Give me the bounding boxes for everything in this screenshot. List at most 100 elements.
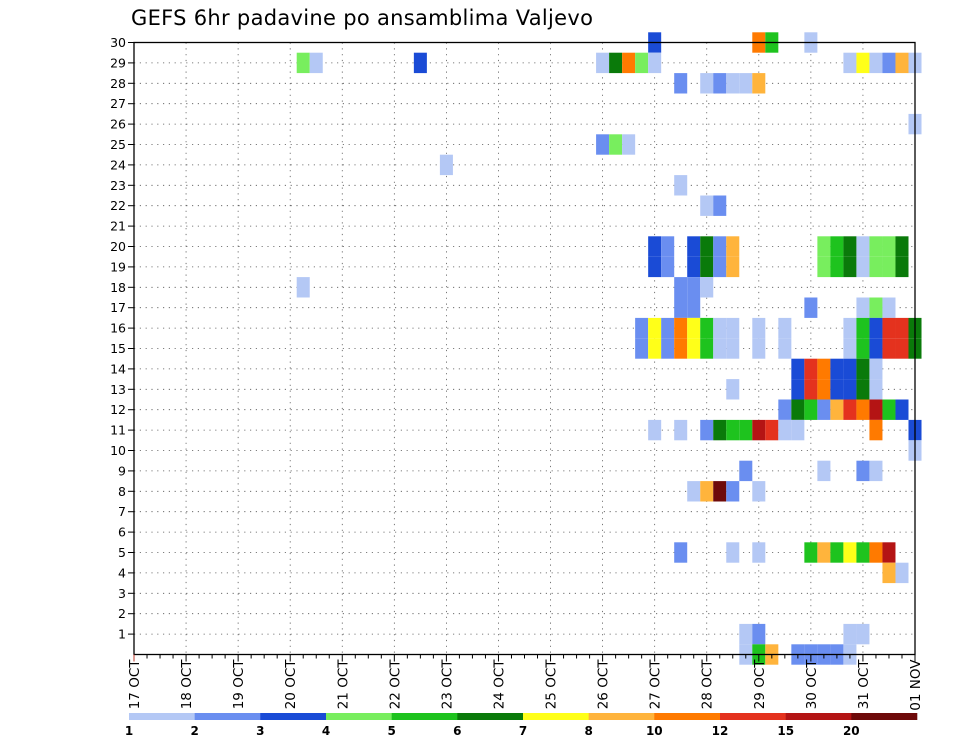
legend-swatch [851,713,918,720]
legend-swatch [523,713,589,720]
heatmap-cell [726,256,740,278]
heatmap-cell [856,297,870,318]
heatmap-cell [869,460,883,482]
y-tick-label: 13 [110,382,126,397]
heatmap-cell [856,358,870,380]
heatmap-cell [882,317,896,339]
heatmap-cell [752,73,766,94]
heatmap-cell [791,358,805,380]
heatmap-cell [596,52,610,74]
heatmap-cell [817,542,831,563]
legend-swatch [785,713,852,720]
y-tick-label: 28 [110,76,126,91]
heatmap-cell [882,542,896,563]
heatmap-cell [843,542,857,563]
heatmap-cell [700,338,714,359]
y-tick-label: 21 [110,219,126,234]
legend-label: 5 [388,724,396,738]
x-tick-label: 17 OCT [127,659,143,710]
heatmap-cell [661,317,675,339]
heatmap-cell [830,542,844,563]
heatmap-cell [778,338,792,359]
heatmap-cell [713,73,727,94]
legend-swatch [391,713,458,720]
heatmap-cell [674,175,688,196]
heatmap-cell [856,52,870,74]
heatmap-cell [648,52,662,74]
heatmap-cell [752,419,766,441]
heatmap-cell [791,419,805,441]
heatmap-cell [700,73,714,94]
heatmap-cell [726,419,740,441]
heatmap-cell [674,73,688,94]
heatmap-cell [713,419,727,441]
heatmap-cell [635,338,649,359]
heatmap-cell [713,317,727,339]
legend-label: 8 [585,724,593,738]
x-tick-label: 31 OCT [856,659,872,710]
y-tick-label: 9 [118,463,126,478]
x-tick-label: 23 OCT [439,659,455,710]
heatmap-cell [778,399,792,420]
heatmap-cell [856,460,870,482]
heatmap-cell [843,52,857,74]
y-tick-label: 12 [110,402,126,417]
heatmap-cell [700,277,714,298]
legend-swatch [194,713,261,720]
legend-swatch [588,713,655,720]
x-tick-label: 24 OCT [492,659,508,710]
heatmap-cell [648,338,662,359]
heatmap-cell [648,256,662,278]
heatmap-cell [830,236,844,257]
heatmap-cell [674,542,688,563]
heatmap-cell [895,562,909,584]
heatmap-cell [713,338,727,359]
y-tick-label: 24 [110,157,126,172]
heatmap-cell [309,52,323,74]
legend-label: 12 [712,724,729,738]
heatmap-cell [817,256,831,278]
heatmap-cell [856,623,870,645]
heatmap-cell [687,277,701,298]
grid-lines [133,42,916,655]
heatmap-cell [661,256,675,278]
x-tick-label: 19 OCT [231,659,247,710]
x-tick-label: 21 OCT [335,659,351,710]
heatmap-cell [713,256,727,278]
heatmap-cell [609,52,623,74]
y-tick-label: 17 [110,300,126,315]
heatmap-cell [882,562,896,584]
heatmap-cell [648,419,662,441]
heatmap-cell [895,236,909,257]
heatmap-cell [752,481,766,502]
heatmap-cells [296,32,922,665]
heatmap-cell [687,338,701,359]
heatmap-cell [687,236,701,257]
y-tick-label: 15 [110,341,126,356]
axes: 1234567891011121314151617181920212223242… [110,35,924,711]
heatmap-cell [882,236,896,257]
legend-label: 2 [191,724,199,738]
heatmap-cell [713,481,727,502]
heatmap-cell [700,317,714,339]
heatmap-cell [869,317,883,339]
heatmap-cell [817,399,831,420]
heatmap-cell [856,317,870,339]
heatmap-cell [700,419,714,441]
heatmap-cell [895,338,909,359]
heatmap-cell [856,399,870,420]
y-tick-label: 25 [110,137,126,152]
heatmap-cell [869,358,883,380]
heatmap-cell [817,460,831,482]
heatmap-cell [869,338,883,359]
heatmap-cell [843,317,857,339]
heatmap-cell [869,256,883,278]
heatmap-cell [869,379,883,400]
heatmap-cell [726,542,740,563]
legend-label: 6 [453,724,461,738]
heatmap-cell [895,52,909,74]
legend-swatch [457,713,524,720]
heatmap-cell [674,297,688,318]
heatmap-cell [804,358,818,380]
